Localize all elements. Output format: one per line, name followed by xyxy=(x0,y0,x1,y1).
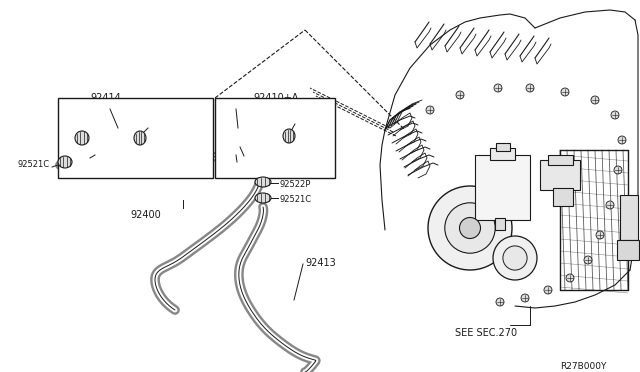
Text: R27B000Y: R27B000Y xyxy=(560,362,606,371)
Bar xyxy=(98,146,110,160)
Circle shape xyxy=(496,298,504,306)
Ellipse shape xyxy=(58,156,72,168)
Bar xyxy=(490,148,515,160)
Bar xyxy=(617,240,639,260)
Text: 92410: 92410 xyxy=(93,103,119,112)
Circle shape xyxy=(521,294,529,302)
Text: 92521C: 92521C xyxy=(279,195,311,204)
Bar xyxy=(496,143,510,151)
Text: 92521C: 92521C xyxy=(18,160,50,169)
Text: 92570: 92570 xyxy=(222,103,248,112)
Bar xyxy=(540,160,580,190)
Circle shape xyxy=(591,96,599,104)
Bar xyxy=(231,148,236,156)
Circle shape xyxy=(493,236,537,280)
Circle shape xyxy=(606,201,614,209)
Text: 92522P: 92522P xyxy=(279,180,310,189)
Ellipse shape xyxy=(75,131,89,145)
Circle shape xyxy=(544,286,552,294)
Circle shape xyxy=(566,274,574,282)
Circle shape xyxy=(456,91,464,99)
Bar xyxy=(495,218,505,230)
Bar xyxy=(215,98,335,178)
Bar xyxy=(88,130,133,146)
Ellipse shape xyxy=(134,131,146,145)
Ellipse shape xyxy=(283,129,295,143)
Circle shape xyxy=(614,166,622,174)
Circle shape xyxy=(426,106,434,114)
Bar xyxy=(553,188,573,206)
Text: 92521C: 92521C xyxy=(149,124,181,133)
Text: 92414: 92414 xyxy=(90,93,121,103)
Bar xyxy=(58,98,213,178)
Circle shape xyxy=(445,203,495,253)
Bar xyxy=(620,195,638,240)
Text: 92410: 92410 xyxy=(246,154,272,163)
Bar xyxy=(102,156,108,164)
Circle shape xyxy=(460,218,481,238)
Circle shape xyxy=(584,256,592,264)
Circle shape xyxy=(561,88,569,96)
Text: 92413: 92413 xyxy=(305,258,336,268)
Text: SEE SEC.270: SEE SEC.270 xyxy=(455,328,517,338)
Circle shape xyxy=(503,246,527,270)
Bar xyxy=(548,155,573,165)
Text: 92400: 92400 xyxy=(130,210,161,220)
Circle shape xyxy=(428,186,512,270)
Text: 92410+A: 92410+A xyxy=(253,93,298,103)
Text: 92415: 92415 xyxy=(62,151,88,160)
Bar xyxy=(475,155,530,220)
Circle shape xyxy=(618,136,626,144)
Bar xyxy=(237,128,282,144)
Circle shape xyxy=(596,231,604,239)
Circle shape xyxy=(526,84,534,92)
Ellipse shape xyxy=(255,177,271,187)
Circle shape xyxy=(611,111,619,119)
Bar xyxy=(228,120,238,148)
Circle shape xyxy=(494,84,502,92)
Text: 27185M: 27185M xyxy=(238,160,272,169)
Ellipse shape xyxy=(255,193,271,203)
Text: 92521C: 92521C xyxy=(296,121,328,130)
Text: 92521D: 92521D xyxy=(62,158,95,167)
